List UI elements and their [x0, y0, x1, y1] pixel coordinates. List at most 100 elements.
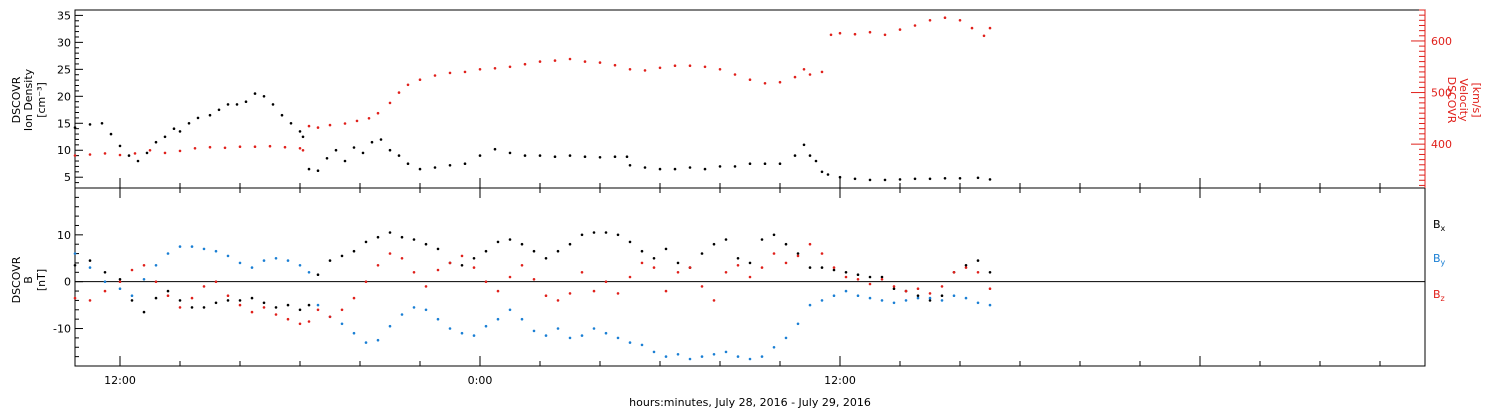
- field-bz-point: [784, 261, 788, 265]
- field-bz-point: [352, 296, 356, 300]
- plasma-velocity-point: [943, 16, 947, 20]
- field-ylabel-line3: [nT]: [35, 269, 48, 291]
- plasma-velocity-point: [913, 24, 917, 27]
- field-bx-point: [460, 264, 464, 267]
- field-by-point: [604, 331, 608, 335]
- plasma-ion-density-point: [820, 170, 824, 174]
- field-by-point: [73, 252, 77, 255]
- plasma-velocity-point: [838, 31, 842, 35]
- plasma-ion-density-point: [208, 113, 212, 117]
- field-bx-point: [712, 242, 716, 246]
- field-by-point: [472, 334, 476, 337]
- plasma-ion-density-point: [388, 148, 392, 152]
- field-bx-point: [376, 235, 380, 239]
- field-by-point: [880, 299, 884, 302]
- field-bz-point: [388, 252, 392, 255]
- field-bx-point: [340, 254, 344, 258]
- field-tick-label: 10: [57, 229, 71, 242]
- field-bx-point: [178, 299, 182, 302]
- x-tick-label: 12:00: [824, 374, 856, 387]
- plasma-velocity-point: [820, 70, 824, 74]
- plasma-ion-density-point: [307, 167, 311, 171]
- field-bz-point: [340, 308, 344, 312]
- field-bz-point: [808, 242, 812, 246]
- field-bz-point: [892, 285, 896, 288]
- field-bz-point: [964, 266, 968, 269]
- field-by-point: [832, 294, 836, 298]
- plasma-velocity-point: [598, 61, 602, 64]
- plasma-ion-density-point: [778, 162, 782, 165]
- field-bz-point: [772, 252, 776, 255]
- field-bz-point: [880, 278, 884, 281]
- plasma-ion-density-point: [178, 130, 182, 133]
- plasma-panel-frame: [74, 9, 1426, 189]
- plasma-ion-density-point: [172, 127, 176, 130]
- field-by-point: [298, 264, 302, 267]
- field-bz-point: [760, 266, 764, 269]
- field-bx-point: [238, 299, 242, 302]
- field-by-point: [436, 317, 440, 321]
- field-bz-point: [556, 299, 560, 302]
- plasma-ion-density-point: [433, 166, 437, 169]
- field-bz-point: [844, 275, 848, 279]
- field-bz-point: [472, 266, 476, 269]
- field-bx-point: [298, 308, 302, 312]
- field-bx-point: [166, 289, 170, 293]
- field-by-point: [316, 303, 320, 307]
- field-bx-point: [760, 238, 764, 241]
- density-tick-label: 35: [57, 9, 71, 22]
- x-axis-title: hours:minutes, July 28, 2016 - July 29, …: [629, 396, 871, 409]
- field-bz-point: [496, 289, 500, 293]
- plasma-ion-density-point: [808, 154, 812, 157]
- field-by-point: [400, 313, 404, 316]
- field-bz-point: [676, 271, 680, 274]
- plasma-ion-density-point: [343, 159, 347, 163]
- field-bz-point: [952, 271, 956, 274]
- plasma-ion-density-point: [217, 108, 221, 112]
- plasma-ion-density-point: [316, 169, 320, 172]
- field-bx-point: [316, 273, 320, 277]
- field-by-point: [772, 346, 776, 349]
- plasma-ion-density-point: [538, 154, 542, 157]
- plasma-velocity-point: [688, 64, 692, 67]
- legend-by: By: [1433, 252, 1446, 267]
- field-bx-point: [856, 273, 860, 277]
- field-bx-point: [484, 249, 488, 253]
- plasma-velocity-point: [367, 117, 371, 120]
- density-tick-label: 15: [57, 117, 71, 130]
- field-bz-point: [736, 264, 740, 267]
- field-bx-point: [748, 261, 752, 265]
- field-by-point: [412, 306, 416, 309]
- plasma-velocity-point: [829, 33, 833, 37]
- field-by-point: [724, 350, 728, 354]
- field-bz-point: [748, 275, 752, 279]
- plasma-ion-density-point: [73, 126, 77, 129]
- field-by-point: [496, 317, 500, 321]
- field-by-point: [712, 353, 716, 356]
- field-by-point: [856, 294, 860, 298]
- plasma-velocity-point: [283, 145, 287, 149]
- field-bz-point: [238, 303, 242, 307]
- plasma-ion-density-point: [163, 135, 167, 139]
- field-by-point: [868, 296, 872, 300]
- field-bz-point: [364, 280, 368, 284]
- plasma-ion-density-point: [253, 92, 257, 95]
- field-bx-point: [724, 238, 728, 241]
- field-bz-point: [724, 271, 728, 274]
- field-by-point: [988, 303, 992, 307]
- plasma-velocity-point: [898, 28, 902, 31]
- plasma-velocity-point: [982, 34, 986, 38]
- field-bz-point: [544, 294, 548, 298]
- field-bx-point: [820, 266, 824, 269]
- field-bz-point: [640, 261, 644, 265]
- plasma-ion-density-point: [733, 165, 737, 168]
- field-bx-point: [976, 259, 980, 262]
- field-bx-point: [142, 310, 146, 314]
- plasma-ion-density-point: [658, 167, 662, 171]
- plasma-ion-density-point: [244, 100, 248, 103]
- plasma-ion-density-point: [826, 173, 830, 176]
- plasma-velocity-point: [73, 154, 77, 157]
- plasma-velocity-point: [328, 123, 332, 127]
- field-bx-point: [772, 233, 776, 237]
- field-bx-point: [940, 294, 944, 298]
